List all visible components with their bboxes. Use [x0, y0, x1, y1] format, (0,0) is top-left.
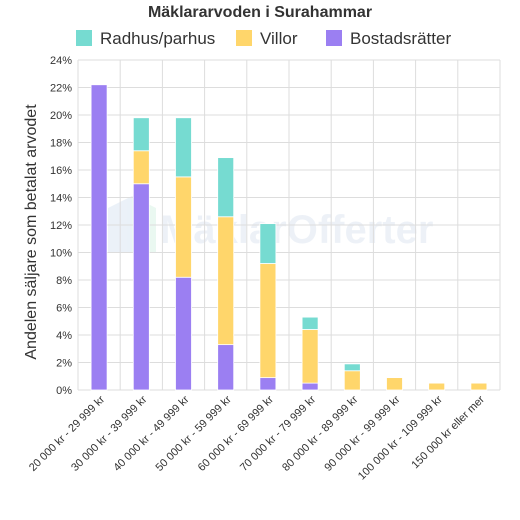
bar-segment: [90, 84, 108, 391]
legend-label: Villor: [260, 29, 298, 48]
y-tick-label: 20%: [50, 110, 72, 122]
y-tick-label: 12%: [50, 220, 72, 232]
bar-segment: [132, 150, 150, 185]
y-tick-label: 14%: [50, 193, 72, 205]
legend-label: Bostadsrätter: [350, 29, 451, 48]
x-tick-label: 70 000 kr - 79 999 kr: [238, 393, 318, 473]
bar-segment: [175, 117, 192, 178]
bar-segment: [386, 377, 403, 391]
bar-segment: [301, 382, 319, 391]
y-tick-label: 2%: [56, 358, 72, 370]
y-axis-ticks: 0% 2% 4% 6% 8% 10% 12% 14% 16% 18% 20% 22% 24%: [50, 55, 72, 397]
bar-segment: [259, 223, 277, 264]
legend-swatch: [326, 30, 342, 46]
legend-label: Radhus/parhus: [100, 29, 215, 48]
bar-segment: [217, 216, 235, 346]
y-tick-label: 0%: [56, 385, 72, 397]
x-tick-label: 20 000 kr - 29 999 kr: [27, 393, 107, 473]
legend-item[interactable]: Radhus/parhus: [76, 29, 215, 48]
chart-title: Mäklararvoden i Surahammar: [148, 4, 372, 21]
y-axis-label: Andelen säljare som betalat arvodet: [23, 104, 40, 360]
bar-segment: [301, 329, 319, 384]
x-tick-label: 100 000 kr - 109 999 kr: [356, 393, 445, 482]
y-tick-label: 4%: [56, 330, 72, 342]
y-tick-label: 6%: [56, 303, 72, 315]
y-tick-label: 22%: [50, 83, 72, 95]
bar-segment: [259, 263, 277, 379]
bar-segment: [428, 382, 446, 391]
bar-segment: [470, 382, 488, 391]
bar-segment: [175, 276, 192, 391]
legend-swatch: [76, 30, 92, 46]
legend-item[interactable]: Bostadsrätter: [326, 29, 451, 48]
watermark-text: MäklarOfferter: [160, 208, 433, 252]
bar-segment: [217, 157, 235, 218]
bar-segment: [217, 344, 235, 391]
bar-segment: [175, 176, 192, 278]
legend-swatch: [236, 30, 252, 46]
y-tick-label: 16%: [50, 165, 72, 177]
bar-segment: [132, 183, 150, 391]
bar-segment: [132, 117, 150, 152]
y-tick-label: 8%: [56, 275, 72, 287]
x-tick-label: 150 000 kr eller mer: [409, 393, 487, 471]
x-tick-label: 30 000 kr - 39 999 kr: [69, 393, 149, 473]
y-tick-label: 18%: [50, 138, 72, 150]
legend[interactable]: Radhus/parhus Villor Bostadsrätter: [76, 29, 451, 48]
x-tick-label: 60 000 kr - 69 999 kr: [196, 393, 276, 473]
bars: [90, 84, 488, 391]
bar-segment: [259, 377, 277, 391]
x-tick-label: 40 000 kr - 49 999 kr: [111, 393, 191, 473]
y-tick-label: 24%: [50, 55, 72, 67]
bar-segment: [343, 370, 361, 391]
y-tick-label: 10%: [50, 248, 72, 260]
bar-segment: [343, 363, 361, 372]
legend-item[interactable]: Villor: [236, 29, 298, 48]
bar-segment: [301, 316, 319, 330]
x-tick-label: 50 000 kr - 59 999 kr: [154, 393, 234, 473]
x-tick-label: 80 000 kr - 89 999 kr: [280, 393, 360, 473]
x-tick-label: 90 000 kr - 99 999 kr: [322, 393, 402, 473]
